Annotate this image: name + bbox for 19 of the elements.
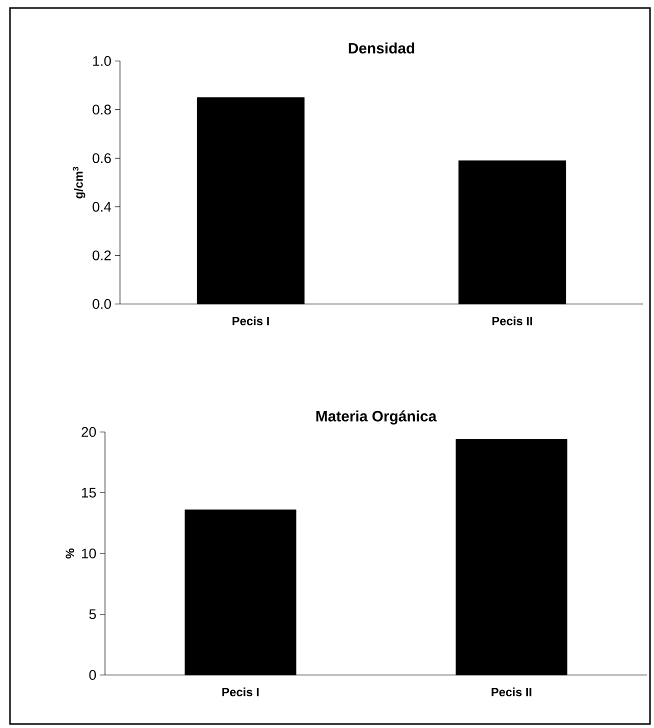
y-axis-title: g/cm$^{3}$: [72, 166, 86, 198]
x-tick-label: Pecis II: [492, 316, 532, 326]
chart-title: Densidad: [348, 42, 414, 54]
chart-title: Materia Orgánica: [316, 410, 437, 424]
x-tick-label: Pecis I: [222, 688, 259, 696]
y-tick-label: 15: [82, 488, 96, 498]
y-tick-label: 0.2: [92, 250, 111, 260]
y-tick-label: 20: [82, 427, 96, 437]
y-tick-label: 0: [89, 670, 96, 680]
y-tick-label: 0.4: [92, 202, 112, 212]
y-tick-label: 1.0: [93, 56, 111, 66]
x-tick-label: Pecis I: [232, 316, 269, 326]
y-tick-label: 0.0: [92, 299, 111, 309]
y-tick-label: 0.8: [92, 104, 111, 115]
y-tick-label: 5: [89, 609, 96, 620]
x-tick-label: Pecis II: [492, 688, 532, 696]
y-axis-title: %: [66, 548, 74, 559]
y-tick-label: 0.6: [92, 153, 111, 164]
y-tick-label: 10: [82, 548, 96, 558]
